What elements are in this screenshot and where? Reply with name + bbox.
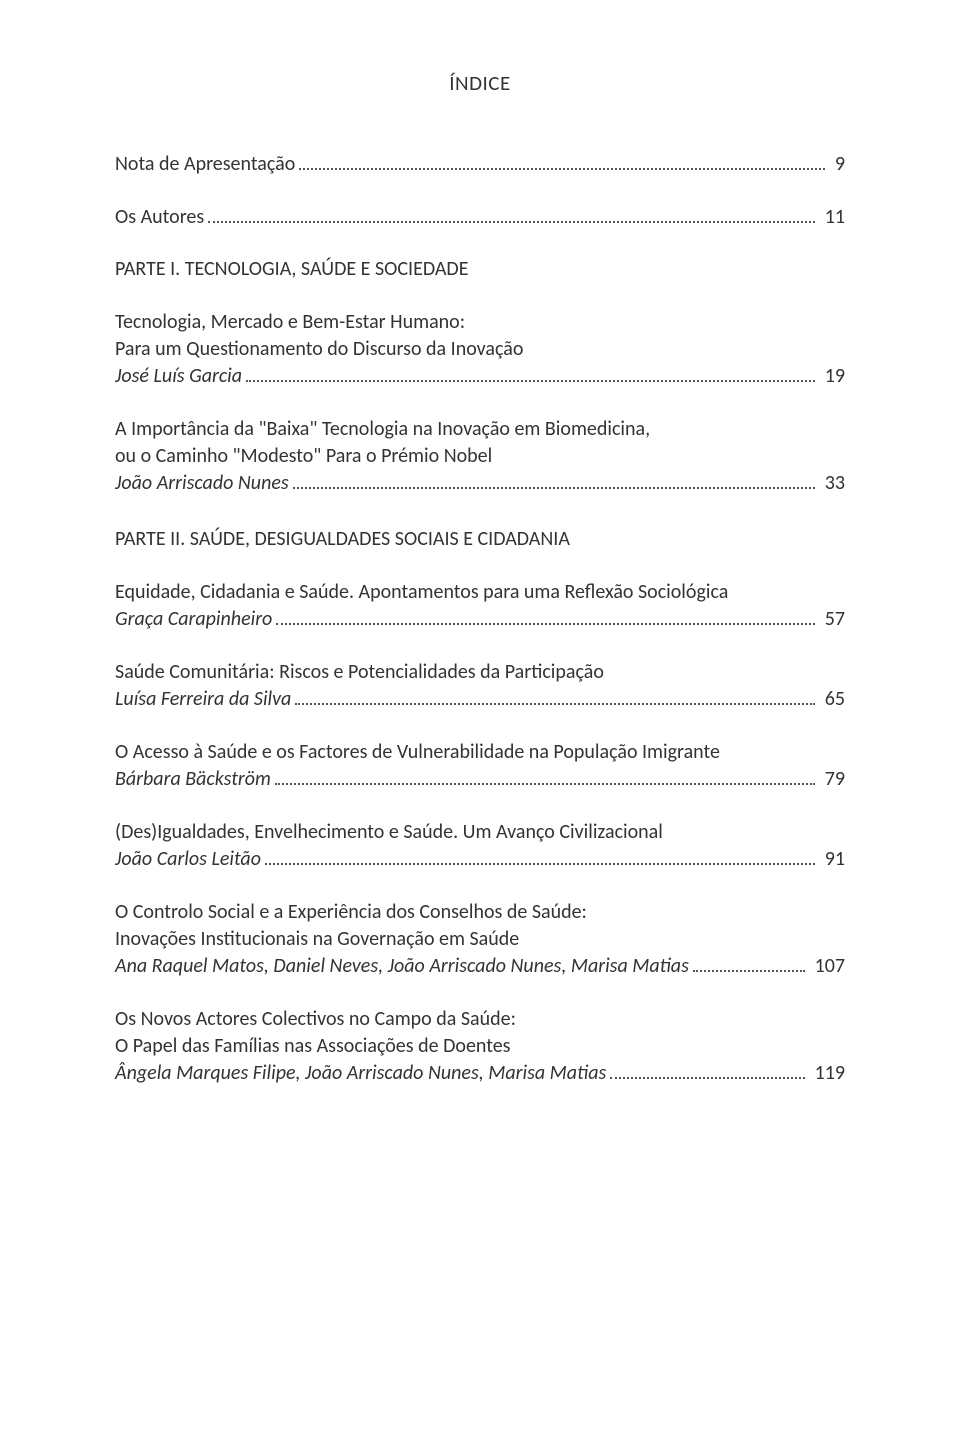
toc-group: A Importância da "Baixa" Tecnologia na I… — [115, 416, 845, 497]
toc-line: O Controlo Social e a Experiência dos Co… — [115, 899, 845, 926]
part1-heading: PARTE I. TECNOLOGIA, SAÚDE E SOCIEDADE — [115, 257, 845, 281]
toc-entry: Nota de Apresentação 9 — [115, 151, 845, 178]
toc-text: Luísa Ferreira da Silva — [115, 686, 291, 713]
page-number: 57 — [819, 606, 845, 633]
leader-dots — [299, 168, 825, 170]
toc-line: A Importância da "Baixa" Tecnologia na I… — [115, 416, 845, 443]
toc-line: Inovações Institucionais na Governação e… — [115, 926, 845, 953]
page-number: 11 — [819, 204, 845, 231]
page-number: 9 — [829, 151, 845, 178]
toc-text: João Carlos Leitão — [115, 846, 261, 873]
toc-group: Tecnologia, Mercado e Bem-Estar Humano:P… — [115, 309, 845, 390]
toc-line: O Acesso à Saúde e os Factores de Vulner… — [115, 739, 845, 766]
toc-text: Nota de Apresentação — [115, 151, 295, 178]
page-number: 79 — [819, 766, 845, 793]
toc-simple-entries: Nota de Apresentação 9 Os Autores 11 — [115, 151, 845, 231]
toc-entry: Os Autores 11 — [115, 204, 845, 231]
toc-line: ou o Caminho "Modesto" Para o Prémio Nob… — [115, 443, 845, 470]
page-number: 19 — [819, 363, 845, 390]
toc-group: Equidade, Cidadania e Saúde. Apontamento… — [115, 579, 845, 633]
toc-group: Saúde Comunitária: Riscos e Potencialida… — [115, 659, 845, 713]
toc-entry: Graça Carapinheiro 57 — [115, 606, 845, 633]
leader-dots — [293, 487, 815, 489]
toc-group: (Des)Igualdades, Envelhecimento e Saúde.… — [115, 819, 845, 873]
toc-line: Saúde Comunitária: Riscos e Potencialida… — [115, 659, 845, 686]
toc-line: Tecnologia, Mercado e Bem-Estar Humano: — [115, 309, 845, 336]
leader-dots — [693, 970, 805, 972]
page-number: 65 — [819, 686, 845, 713]
toc-entry: José Luís Garcia 19 — [115, 363, 845, 390]
toc-entry: João Arriscado Nunes 33 — [115, 470, 845, 497]
toc-group: O Controlo Social e a Experiência dos Co… — [115, 899, 845, 980]
page-number: 91 — [819, 846, 845, 873]
toc-group: Os Autores 11 — [115, 204, 845, 231]
toc-entry: João Carlos Leitão 91 — [115, 846, 845, 873]
toc-text: Bárbara Bäckström — [115, 766, 271, 793]
toc-line: Para um Questionamento do Discurso da In… — [115, 336, 845, 363]
toc-text: Ângela Marques Filipe, João Arriscado Nu… — [115, 1060, 606, 1087]
toc-entry: Luísa Ferreira da Silva 65 — [115, 686, 845, 713]
toc-entry: Bárbara Bäckström 79 — [115, 766, 845, 793]
leader-dots — [208, 221, 815, 223]
part2-heading: PARTE II. SAÚDE, DESIGUALDADES SOCIAIS E… — [115, 527, 845, 551]
part2-groups: Equidade, Cidadania e Saúde. Apontamento… — [115, 579, 845, 1087]
toc-entry: Ângela Marques Filipe, João Arriscado Nu… — [115, 1060, 845, 1087]
leader-dots — [276, 623, 814, 625]
toc-text: José Luís Garcia — [115, 363, 242, 390]
leader-dots — [275, 783, 815, 785]
toc-line: (Des)Igualdades, Envelhecimento e Saúde.… — [115, 819, 845, 846]
toc-line: O Papel das Famílias nas Associações de … — [115, 1033, 845, 1060]
toc-text: João Arriscado Nunes — [115, 470, 289, 497]
toc-entry: Ana Raquel Matos, Daniel Neves, João Arr… — [115, 953, 845, 980]
leader-dots — [265, 863, 815, 865]
toc-group: Nota de Apresentação 9 — [115, 151, 845, 178]
leader-dots — [295, 703, 814, 705]
part1-groups: Tecnologia, Mercado e Bem-Estar Humano:P… — [115, 309, 845, 497]
page-number: 119 — [809, 1060, 845, 1087]
toc-group: O Acesso à Saúde e os Factores de Vulner… — [115, 739, 845, 793]
page-title: ÍNDICE — [115, 70, 845, 96]
toc-line: Os Novos Actores Colectivos no Campo da … — [115, 1006, 845, 1033]
leader-dots — [610, 1077, 804, 1079]
toc-group: Os Novos Actores Colectivos no Campo da … — [115, 1006, 845, 1087]
page-number: 107 — [809, 953, 845, 980]
toc-text: Ana Raquel Matos, Daniel Neves, João Arr… — [115, 953, 689, 980]
toc-text: Graça Carapinheiro — [115, 606, 272, 633]
toc-text: Os Autores — [115, 204, 204, 231]
page-number: 33 — [819, 470, 845, 497]
toc-line: Equidade, Cidadania e Saúde. Apontamento… — [115, 579, 845, 606]
leader-dots — [246, 380, 815, 382]
